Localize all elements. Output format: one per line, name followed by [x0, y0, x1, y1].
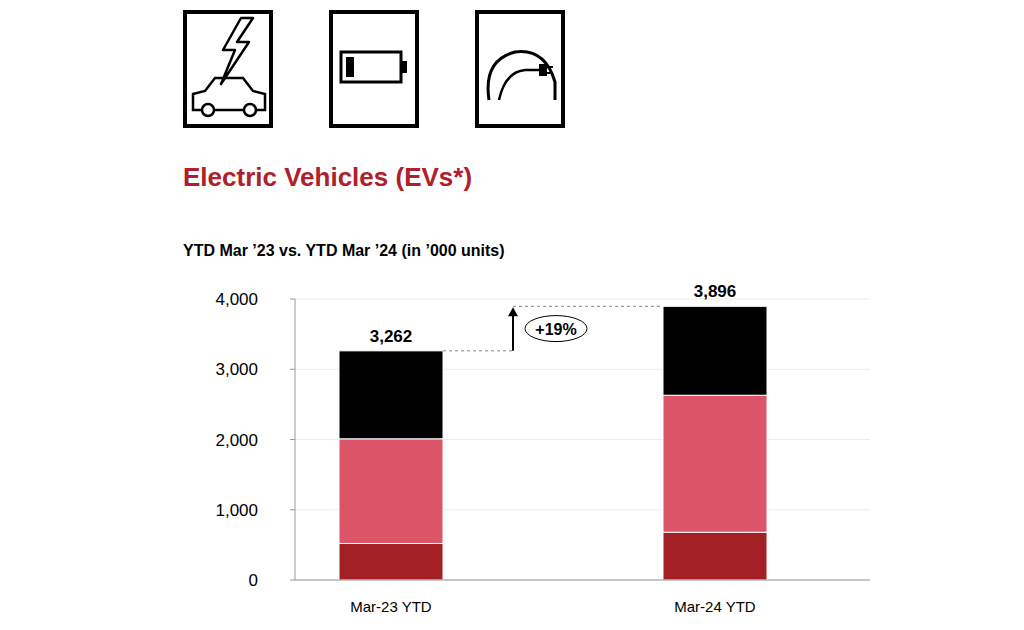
category-label: Mar-23 YTD [350, 598, 432, 615]
tick-label: 2,000 [215, 431, 258, 450]
icon-battery-tip [401, 61, 407, 73]
icon-cable [499, 70, 541, 100]
tick-label: 3,000 [215, 360, 258, 379]
title: Electric Vehicles (EVs*) [183, 162, 472, 192]
icon-wheel [202, 104, 214, 116]
tick-mark [290, 580, 295, 581]
annotation-oval [525, 316, 587, 342]
reference-line [513, 306, 663, 307]
tick-mark [290, 439, 295, 440]
y-axis: 0 1,000 2,000 3,000 4,000 [215, 290, 870, 590]
chart-canvas: Electric Vehicles (EVs*) YTD Mar ’23 vs. … [0, 0, 1024, 630]
grid-line [295, 299, 870, 300]
reference-line [443, 350, 513, 351]
growth-arrow [512, 315, 514, 351]
icon-frame [185, 12, 271, 126]
icon-frame [477, 12, 563, 126]
totals: 3,262 3,896 [370, 282, 737, 346]
tick-mark [290, 369, 295, 370]
icon-wheel [244, 104, 256, 116]
icon-battery-level [346, 57, 354, 77]
total-label: 3,262 [370, 327, 413, 346]
subtitle: YTD Mar ’23 vs. YTD Mar ’24 (in ’000 uni… [183, 242, 505, 259]
x-axis: Mar-23 YTD Mar-24 YTD [295, 580, 870, 615]
tick-label: 4,000 [215, 290, 258, 309]
tick-label: 0 [249, 571, 258, 590]
total-label: 3,896 [694, 282, 737, 301]
bar-segment [339, 439, 443, 544]
grid-line [295, 580, 870, 581]
icon-plug [539, 64, 547, 76]
icons [185, 12, 563, 126]
annotation: +19% [535, 321, 576, 338]
icon-bolt [221, 18, 253, 84]
tick-mark [290, 509, 295, 510]
icon-battery [341, 52, 401, 82]
bar-segment [663, 306, 767, 395]
bar-segment [663, 395, 767, 532]
y-axis-line [295, 299, 296, 580]
bars [339, 306, 767, 580]
bar-segment [663, 532, 767, 580]
tick-label: 1,000 [215, 501, 258, 520]
growth-annotation: +19% [443, 306, 663, 351]
icon-ev-car [488, 52, 555, 100]
bar-segment [339, 351, 443, 439]
arrow-head [508, 307, 518, 316]
tick-mark [290, 299, 295, 300]
x-axis-line [295, 580, 870, 581]
category-label: Mar-24 YTD [674, 598, 756, 615]
icon-frame [331, 12, 417, 126]
bar-segment [339, 543, 443, 580]
icon-plug-pins [547, 67, 553, 73]
